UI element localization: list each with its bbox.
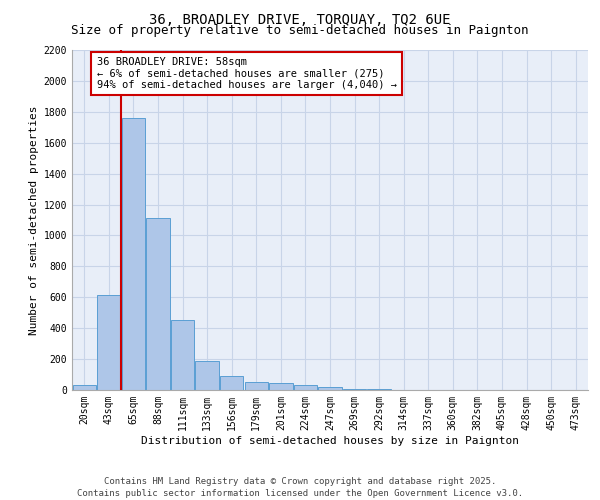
Bar xyxy=(196,362,219,390)
Bar xyxy=(122,118,145,390)
Bar xyxy=(171,320,194,390)
Bar xyxy=(319,387,341,390)
Text: Contains HM Land Registry data © Crown copyright and database right 2025.
Contai: Contains HM Land Registry data © Crown c… xyxy=(77,476,523,498)
Bar xyxy=(269,383,293,390)
Bar xyxy=(73,386,96,390)
Y-axis label: Number of semi-detached properties: Number of semi-detached properties xyxy=(29,106,40,335)
X-axis label: Distribution of semi-detached houses by size in Paignton: Distribution of semi-detached houses by … xyxy=(141,436,519,446)
Bar xyxy=(294,386,317,390)
Text: Size of property relative to semi-detached houses in Paignton: Size of property relative to semi-detach… xyxy=(71,24,529,37)
Bar xyxy=(367,389,391,390)
Bar xyxy=(146,218,170,390)
Bar xyxy=(97,295,121,390)
Text: 36, BROADLEY DRIVE, TORQUAY, TQ2 6UE: 36, BROADLEY DRIVE, TORQUAY, TQ2 6UE xyxy=(149,12,451,26)
Bar xyxy=(245,382,268,390)
Bar xyxy=(220,376,244,390)
Bar xyxy=(343,389,366,390)
Text: 36 BROADLEY DRIVE: 58sqm
← 6% of semi-detached houses are smaller (275)
94% of s: 36 BROADLEY DRIVE: 58sqm ← 6% of semi-de… xyxy=(97,57,397,90)
